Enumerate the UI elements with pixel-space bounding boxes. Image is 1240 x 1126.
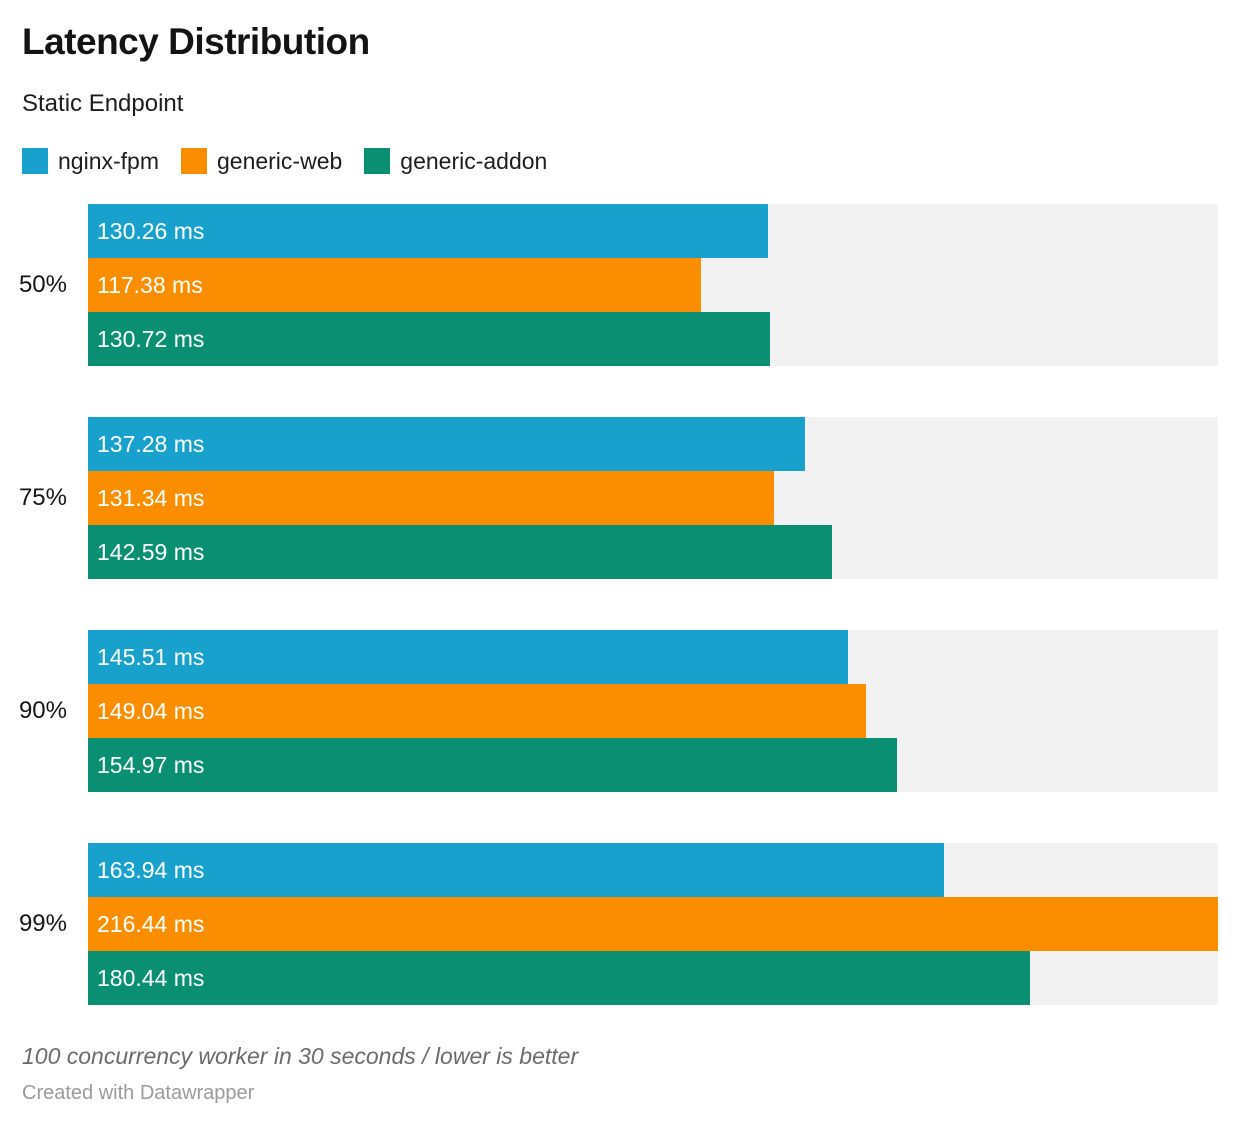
bar-value-label: 163.94 ms [97, 856, 205, 883]
bar-stack: 130.26 ms 117.38 ms 130.72 ms [88, 204, 1218, 366]
bar-value-label: 117.38 ms [97, 271, 203, 298]
bar-generic-web: 131.34 ms [88, 471, 774, 525]
bar-track: 163.94 ms [88, 843, 1218, 897]
bar-value-label: 137.28 ms [97, 430, 205, 457]
bar-value-label: 180.44 ms [97, 964, 205, 991]
category-label: 75% [18, 484, 67, 511]
bar-nginx-fpm: 137.28 ms [88, 417, 805, 471]
legend-item-generic-addon: generic-addon [364, 148, 547, 174]
legend-swatch-icon [22, 148, 48, 174]
bar-generic-web: 149.04 ms [88, 684, 867, 738]
bar-stack: 137.28 ms 131.34 ms 142.59 ms [88, 417, 1218, 579]
bar-generic-addon: 130.72 ms [88, 312, 771, 366]
bar-value-label: 142.59 ms [97, 538, 205, 565]
legend-swatch-icon [180, 148, 207, 174]
bar-generic-addon: 180.44 ms [88, 951, 1031, 1005]
bar-track: 137.28 ms [88, 417, 1218, 471]
bar-group-75%: 75% 137.28 ms 131.34 ms 142.59 ms [18, 417, 1218, 579]
bar-nginx-fpm: 130.26 ms [88, 204, 769, 258]
bar-value-label: 130.26 ms [97, 217, 205, 244]
bar-value-label: 131.34 ms [97, 484, 205, 511]
chart-title: Latency Distribution [22, 21, 370, 62]
legend-item-generic-web: generic-web [180, 148, 343, 174]
bar-track: 149.04 ms [88, 684, 1218, 738]
datawrapper-attribution-link[interactable]: Created with Datawrapper [22, 1082, 255, 1104]
bar-stack: 145.51 ms 149.04 ms 154.97 ms [88, 630, 1218, 792]
bar-value-label: 149.04 ms [97, 697, 205, 724]
bar-value-label: 130.72 ms [97, 325, 205, 352]
legend-swatch-icon [364, 148, 391, 174]
bar-track: 117.38 ms [88, 258, 1218, 312]
bar-track: 131.34 ms [88, 471, 1218, 525]
bar-generic-addon: 142.59 ms [88, 525, 833, 579]
bar-value-label: 145.51 ms [97, 643, 205, 670]
chart-subtitle: Static Endpoint [22, 90, 184, 117]
bar-track: 154.97 ms [88, 738, 1218, 792]
legend-label: nginx-fpm [58, 148, 159, 174]
bar-nginx-fpm: 145.51 ms [88, 630, 848, 684]
bar-stack: 163.94 ms 216.44 ms 180.44 ms [88, 843, 1218, 1005]
bar-track: 216.44 ms [88, 897, 1218, 951]
category-label: 50% [18, 271, 67, 298]
chart-footer: 100 concurrency worker in 30 seconds / l… [22, 1043, 1218, 1105]
legend-item-nginx-fpm: nginx-fpm [22, 148, 159, 174]
legend: nginx-fpm generic-web generic-addon [22, 148, 1218, 174]
bar-generic-addon: 154.97 ms [88, 738, 898, 792]
bar-track: 180.44 ms [88, 951, 1218, 1005]
bar-nginx-fpm: 163.94 ms [88, 843, 944, 897]
bar-track: 130.26 ms [88, 204, 1218, 258]
legend-label: generic-addon [400, 148, 548, 174]
bar-track: 145.51 ms [88, 630, 1218, 684]
bar-generic-web: 216.44 ms [88, 897, 1218, 951]
bar-track: 142.59 ms [88, 525, 1218, 579]
legend-label: generic-web [216, 148, 343, 174]
bar-track: 130.72 ms [88, 312, 1218, 366]
bar-value-label: 216.44 ms [97, 910, 205, 937]
bar-value-label: 154.97 ms [97, 751, 205, 778]
bar-group-90%: 90% 145.51 ms 149.04 ms 154.97 ms [18, 630, 1218, 792]
chart-notes: 100 concurrency worker in 30 seconds / l… [22, 1043, 579, 1069]
chart: 50% 130.26 ms 117.38 ms 130.72 ms 75% 137.28 … [18, 204, 1218, 1005]
category-label: 99% [18, 910, 67, 937]
category-label: 90% [18, 697, 67, 724]
bar-group-99%: 99% 163.94 ms 216.44 ms 180.44 ms [18, 843, 1218, 1005]
bar-group-50%: 50% 130.26 ms 117.38 ms 130.72 ms [18, 204, 1218, 366]
bar-generic-web: 117.38 ms [88, 258, 701, 312]
